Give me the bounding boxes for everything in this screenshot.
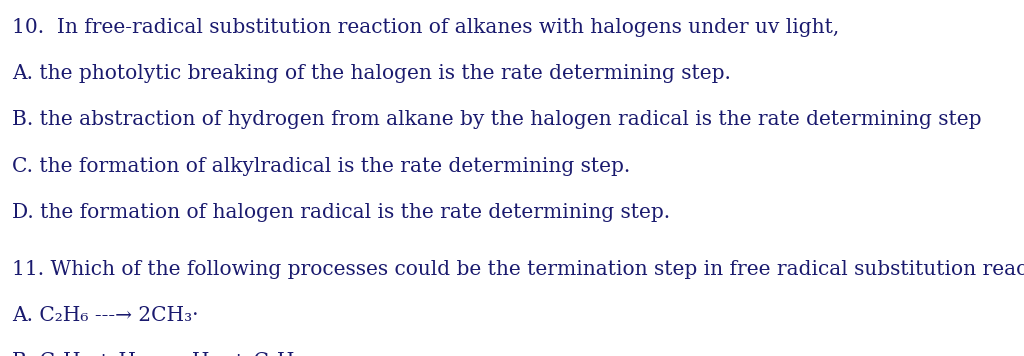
Text: B. the abstraction of hydrogen from alkane by the halogen radical is the rate de: B. the abstraction of hydrogen from alka… <box>12 110 982 129</box>
Text: C. the formation of alkylradical is the rate determining step.: C. the formation of alkylradical is the … <box>12 157 631 176</box>
Text: A. the photolytic breaking of the halogen is the rate determining step.: A. the photolytic breaking of the haloge… <box>12 64 731 83</box>
Text: 11. Which of the following processes could be the termination step in free radic: 11. Which of the following processes cou… <box>12 260 1024 279</box>
Text: 10.  In free-radical substitution reaction of alkanes with halogens under uv lig: 10. In free-radical substitution reactio… <box>12 18 840 37</box>
Text: D. the formation of halogen radical is the rate determining step.: D. the formation of halogen radical is t… <box>12 203 671 222</box>
Text: B. C₂H₆ + H·  --→ H₂  + C₂H₅·: B. C₂H₆ + H· --→ H₂ + C₂H₅· <box>12 352 309 356</box>
Text: A. C₂H₆ ---→ 2CH₃·: A. C₂H₆ ---→ 2CH₃· <box>12 306 199 325</box>
